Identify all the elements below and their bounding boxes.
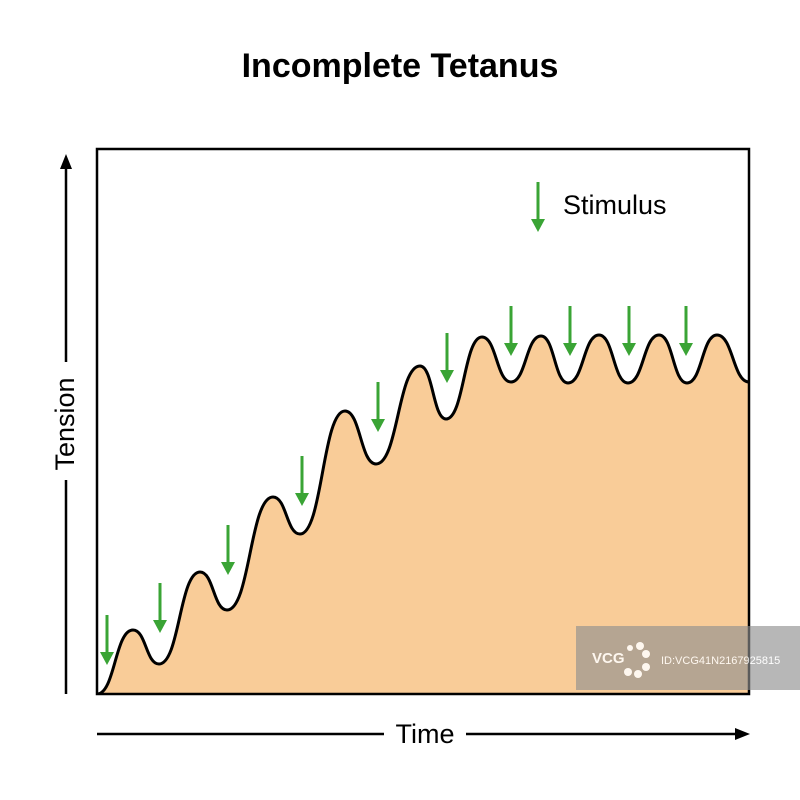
watermark-background — [576, 626, 800, 690]
legend-label: Stimulus — [563, 190, 667, 220]
diagram-title: Incomplete Tetanus — [242, 47, 559, 85]
watermark-id-text: ID:VCG41N2167925815 — [661, 655, 780, 667]
x-axis-label: Time — [396, 719, 455, 749]
watermark-logo-text: VCG — [592, 650, 625, 667]
watermark: VCG ID:VCG41N2167925815 — [576, 626, 800, 690]
legend-stimulus-arrow-icon — [531, 182, 545, 232]
y-axis: Tension — [50, 154, 80, 694]
tension-area — [97, 335, 749, 694]
stimulus-arrow-icon — [440, 333, 454, 383]
stimulus-arrow-icon — [622, 306, 636, 356]
tension-curve — [97, 333, 749, 694]
legend: Stimulus — [531, 182, 667, 232]
stimulus-arrow-icon — [504, 306, 518, 356]
y-axis-arrowhead-icon — [60, 154, 72, 169]
x-axis: Time — [97, 719, 750, 749]
x-axis-arrowhead-icon — [735, 728, 750, 740]
stimulus-arrow-icon — [153, 583, 167, 633]
watermark-logo-icon — [624, 642, 650, 678]
plot-frame — [95, 147, 751, 696]
stimulus-arrow-icon — [679, 306, 693, 356]
stimulus-arrow-icon — [371, 382, 385, 432]
y-axis-label: Tension — [50, 377, 80, 470]
stimulus-arrows — [100, 306, 693, 665]
stimulus-arrow-icon — [563, 306, 577, 356]
legend-arrow-shape — [531, 182, 545, 232]
stimulus-arrow-icon — [221, 525, 235, 575]
stimulus-arrow-icon — [295, 456, 309, 506]
stimulus-arrow-icon — [100, 615, 114, 665]
